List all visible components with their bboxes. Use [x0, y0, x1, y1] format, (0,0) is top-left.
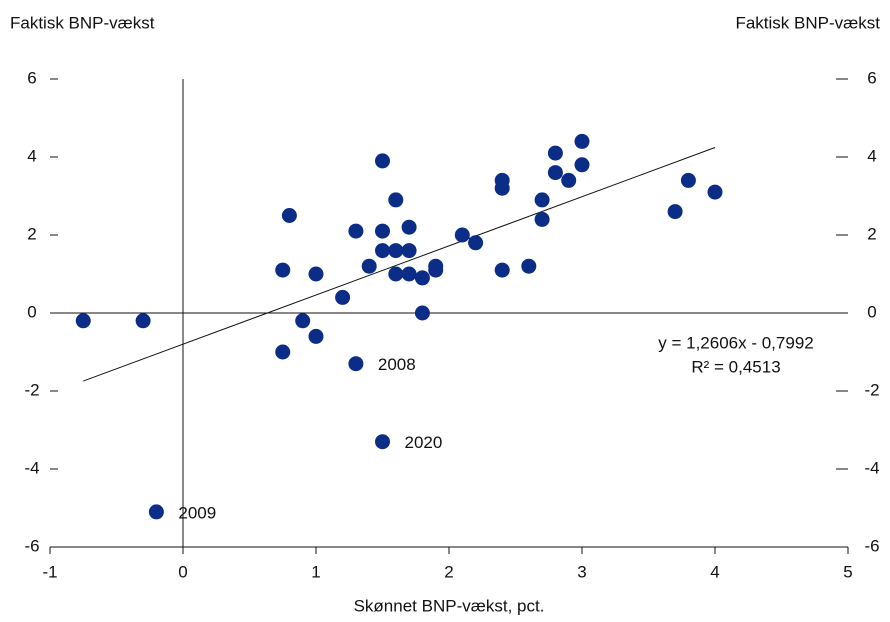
- point: [521, 258, 537, 274]
- y-tick-label: -2: [24, 380, 39, 399]
- trendline: [83, 147, 716, 382]
- x-tick-label: 0: [178, 562, 187, 581]
- x-tick-label: -1: [42, 562, 57, 581]
- x-axis-title: Skønnet BNP-vækst, pct.: [354, 596, 545, 615]
- point: [388, 243, 404, 259]
- y-tick-label: 0: [27, 302, 36, 321]
- y-axis-title: Faktisk BNP-vækst: [10, 13, 155, 32]
- point: [135, 313, 151, 329]
- point: [547, 165, 563, 181]
- point: [375, 434, 390, 450]
- y-tick-label: 2: [27, 224, 36, 243]
- point: [534, 211, 550, 227]
- point: [428, 262, 444, 278]
- point: [707, 184, 723, 200]
- point: [547, 145, 563, 161]
- point: [667, 204, 683, 220]
- trend-equation: y = 1,2606x - 0,7992: [658, 333, 813, 352]
- y2-tick-label: 6: [867, 68, 876, 87]
- point: [375, 223, 390, 239]
- point: [401, 219, 417, 235]
- point: [75, 313, 91, 329]
- y-tick-label: -4: [24, 458, 39, 477]
- y2-tick-label: -6: [864, 536, 879, 555]
- y2-tick-label: -4: [864, 458, 879, 477]
- y-tick-label: 4: [27, 146, 36, 165]
- point: [388, 192, 404, 208]
- point-label: 2020: [405, 433, 443, 452]
- point: [680, 172, 696, 188]
- point: [361, 258, 377, 274]
- point: [561, 172, 577, 188]
- point: [375, 153, 390, 169]
- point: [335, 289, 351, 305]
- y2-axis-title: Faktisk BNP-vækst: [735, 13, 880, 32]
- point: [414, 270, 430, 286]
- point: [574, 133, 590, 149]
- point-label: 2009: [178, 503, 216, 522]
- point: [414, 305, 430, 321]
- point: [388, 266, 404, 282]
- x-tick-label: 5: [843, 562, 852, 581]
- point: [401, 243, 417, 259]
- point: [275, 262, 291, 278]
- y2-tick-label: 2: [867, 224, 876, 243]
- point: [375, 243, 390, 259]
- point-label: 2008: [378, 355, 416, 374]
- point: [308, 328, 324, 344]
- y-tick-label: 6: [27, 68, 36, 87]
- x-tick-label: 1: [311, 562, 320, 581]
- point: [348, 223, 364, 239]
- point: [468, 235, 484, 251]
- y2-tick-label: 4: [867, 146, 876, 165]
- point: [494, 262, 510, 278]
- point: [275, 344, 291, 360]
- point: [148, 504, 164, 520]
- x-tick-label: 4: [710, 562, 719, 581]
- point: [534, 192, 550, 208]
- point: [494, 180, 510, 196]
- point: [308, 266, 324, 282]
- y-tick-label: -6: [24, 536, 39, 555]
- y2-tick-label: -2: [864, 380, 879, 399]
- point: [281, 208, 297, 223]
- point: [454, 227, 470, 243]
- x-tick-label: 3: [577, 562, 586, 581]
- point: [401, 266, 417, 282]
- point: [348, 356, 364, 372]
- x-tick-label: 2: [444, 562, 453, 581]
- point: [295, 313, 311, 329]
- point: [574, 157, 590, 173]
- trend-r-squared: R² = 0,4513: [691, 357, 780, 376]
- y2-tick-label: 0: [867, 302, 876, 321]
